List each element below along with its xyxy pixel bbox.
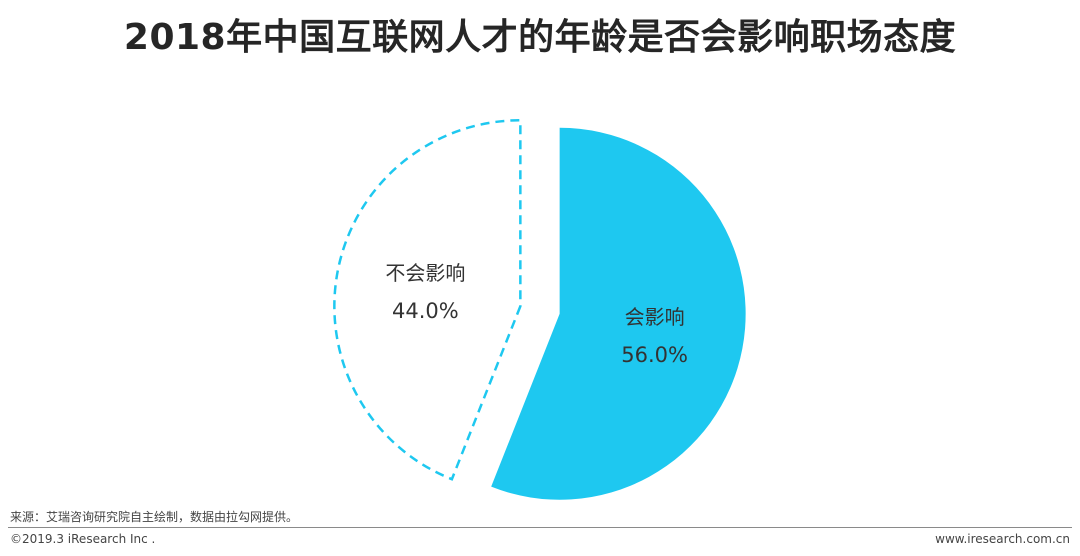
- source-note: 来源：艾瑞咨询研究院自主绘制，数据由拉勾网提供。: [10, 510, 299, 524]
- chart-title: 2018年中国互联网人才的年龄是否会影响职场态度: [123, 17, 957, 58]
- pie-slice-not-affects: [333, 119, 522, 481]
- footer-divider: [8, 527, 1072, 528]
- slice-value-not-affects: 44.0%: [392, 299, 459, 323]
- pie-slice-affects: [491, 127, 746, 500]
- copyright-text: ©2019.3 iResearch Inc .: [10, 532, 156, 546]
- slice-label-affects: 会影响: [625, 305, 685, 329]
- slice-value-affects: 56.0%: [621, 343, 688, 367]
- website-url: www.iresearch.com.cn: [935, 532, 1070, 546]
- slice-label-not-affects: 不会影响: [385, 261, 465, 285]
